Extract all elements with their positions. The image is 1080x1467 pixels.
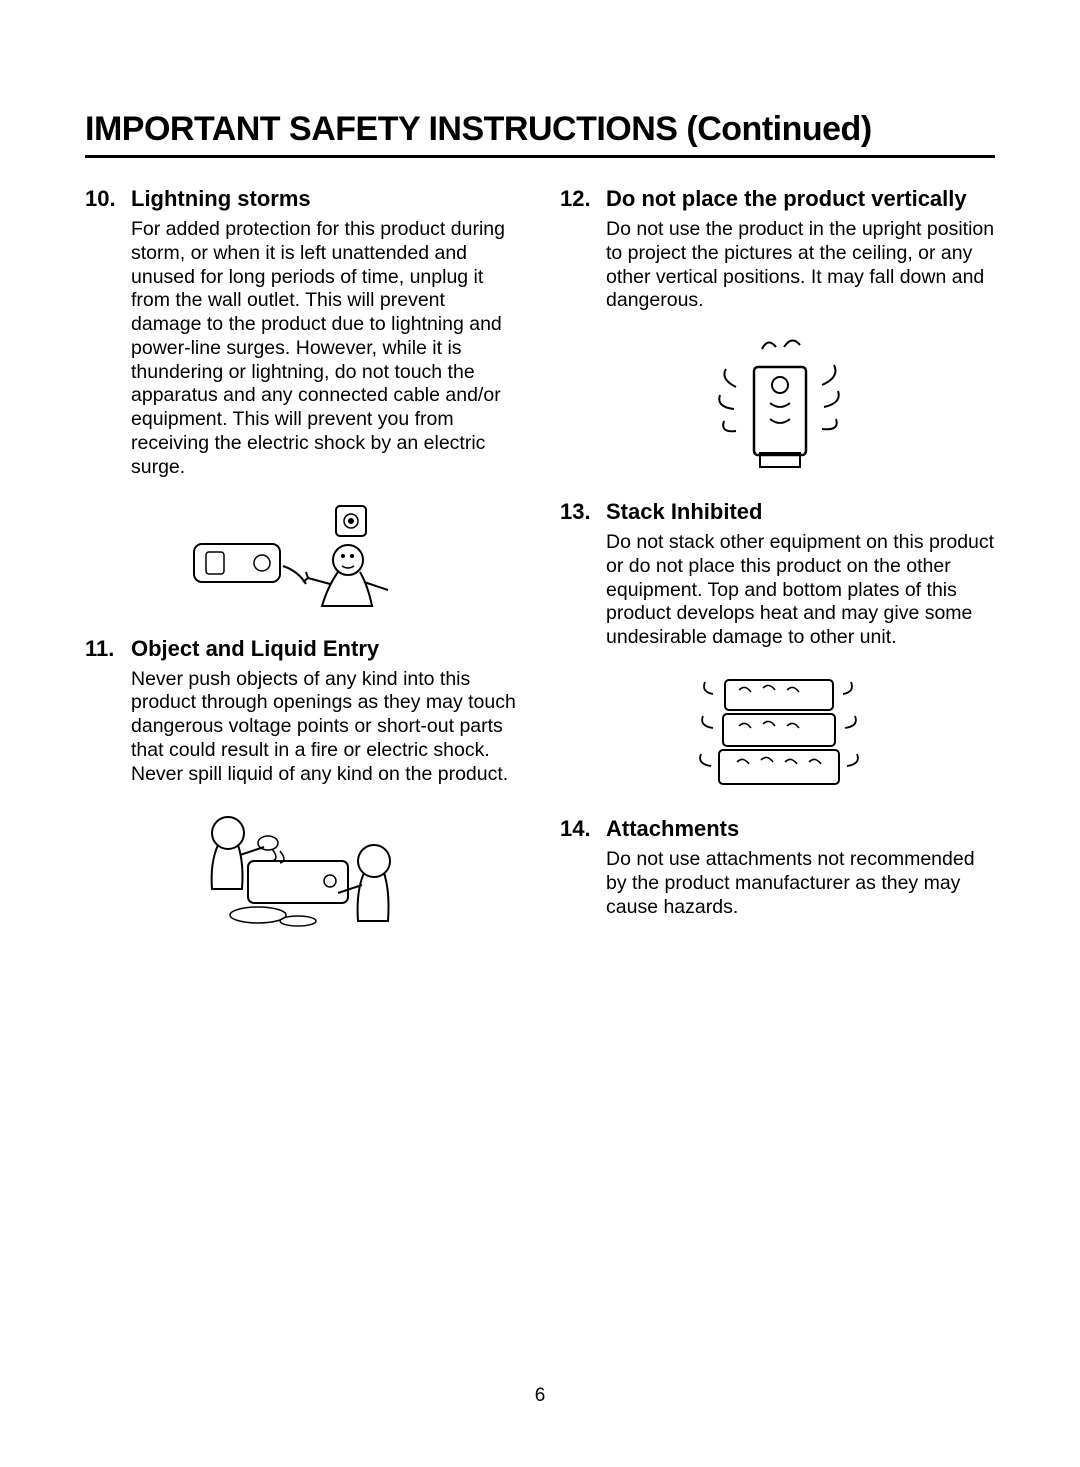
content-columns: 10. Lightning storms For added protectio… — [85, 186, 995, 958]
section-13-heading: 13. Stack Inhibited — [560, 499, 995, 525]
unplug-icon — [188, 496, 418, 616]
section-12-illustration-wrap — [560, 329, 995, 479]
left-column: 10. Lightning storms For added protectio… — [85, 186, 520, 958]
section-14-heading: 14. Attachments — [560, 816, 995, 842]
section-13-body: Do not stack other equipment on this pro… — [560, 531, 995, 650]
stack-warning-icon — [683, 666, 873, 796]
section-10-title: Lightning storms — [131, 186, 311, 211]
vertical-warning-icon — [678, 329, 878, 479]
section-12-title: Do not place the product vertically — [606, 186, 967, 211]
section-12-heading: 12. Do not place the product vertically — [560, 186, 995, 212]
section-14-number: 14. — [560, 816, 606, 842]
section-14: 14. Attachments Do not use attachments n… — [560, 816, 995, 919]
section-10-body: For added protection for this product du… — [85, 218, 520, 480]
section-11-heading: 11. Object and Liquid Entry — [85, 636, 520, 662]
section-12-number: 12. — [560, 186, 606, 212]
section-11: 11. Object and Liquid Entry Never push o… — [85, 636, 520, 938]
section-10-number: 10. — [85, 186, 131, 212]
section-10: 10. Lightning storms For added protectio… — [85, 186, 520, 616]
section-11-number: 11. — [85, 636, 131, 662]
section-12-body: Do not use the product in the upright po… — [560, 218, 995, 313]
section-13-title: Stack Inhibited — [606, 499, 762, 524]
section-11-body: Never push objects of any kind into this… — [85, 668, 520, 787]
section-10-heading: 10. Lightning storms — [85, 186, 520, 212]
section-14-body: Do not use attachments not recommended b… — [560, 848, 995, 919]
section-10-illustration-wrap — [85, 496, 520, 616]
page-number: 6 — [0, 1385, 1080, 1407]
section-11-illustration-wrap — [85, 803, 520, 938]
section-14-title: Attachments — [606, 816, 739, 841]
section-12: 12. Do not place the product vertically … — [560, 186, 995, 479]
section-11-title: Object and Liquid Entry — [131, 636, 379, 661]
section-13-illustration-wrap — [560, 666, 995, 796]
page-title: IMPORTANT SAFETY INSTRUCTIONS (Continued… — [85, 110, 995, 158]
section-13-number: 13. — [560, 499, 606, 525]
right-column: 12. Do not place the product vertically … — [560, 186, 995, 958]
section-13: 13. Stack Inhibited Do not stack other e… — [560, 499, 995, 796]
spill-icon — [188, 803, 418, 938]
